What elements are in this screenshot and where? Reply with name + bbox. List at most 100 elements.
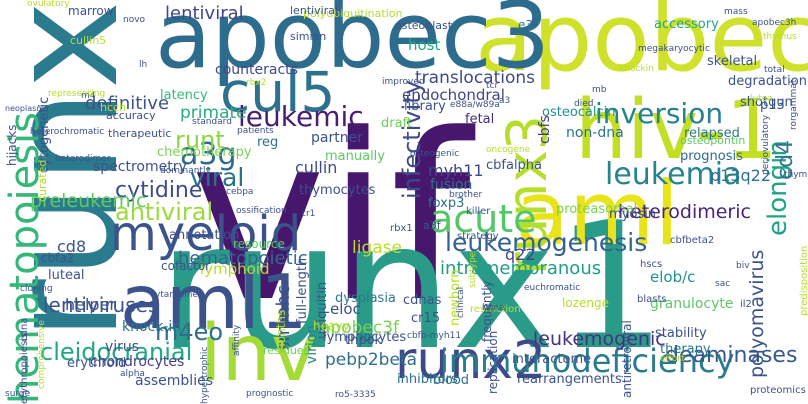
word-immunodeficiency: immunodeficiency bbox=[440, 342, 735, 380]
word-predisposition: predisposition bbox=[799, 245, 808, 316]
word-erythroid: erythroid bbox=[67, 356, 127, 371]
word-accessory: accessory bbox=[654, 17, 719, 32]
word-runx2: runx2 bbox=[395, 331, 547, 391]
word-leukemia: leukemia bbox=[605, 157, 742, 192]
word-cloning: cloning bbox=[20, 284, 53, 294]
word-ro5-3335: ro5-3335 bbox=[335, 390, 376, 400]
word-bone: bone bbox=[482, 303, 505, 313]
word-cdnas: cdnas bbox=[403, 293, 442, 308]
word-partner: partner bbox=[311, 130, 363, 146]
word-affinity: affinity bbox=[232, 324, 242, 356]
word-primate: primate bbox=[180, 103, 247, 123]
word-lh: lh bbox=[139, 60, 148, 70]
word-improved: improved bbox=[382, 77, 425, 87]
word-luteal: luteal bbox=[48, 268, 85, 283]
word-hscs: hscs bbox=[640, 259, 663, 270]
word-prognostic: prognostic bbox=[246, 389, 294, 399]
word-myeloid: myeloid bbox=[110, 206, 302, 262]
word-marrow: marrow bbox=[68, 4, 114, 18]
word-spectrometry: spectrometry bbox=[93, 159, 187, 175]
word-ligase: ligase bbox=[352, 238, 402, 258]
word-myosin: myosin bbox=[609, 207, 656, 222]
word-rbx1: rbx1 bbox=[390, 223, 413, 234]
word-chondrocytes: chondrocytes bbox=[90, 354, 185, 370]
word-surge: surge bbox=[5, 389, 31, 399]
word-blasts: blasts bbox=[637, 294, 667, 305]
word-resource: resource bbox=[233, 237, 285, 251]
word-heterodimeric: heterodimeric bbox=[618, 201, 751, 223]
word-lentiviruses: lentiviruses bbox=[43, 293, 159, 317]
word-runt: runt bbox=[175, 126, 225, 154]
word-representing: representing bbox=[48, 89, 106, 99]
word-non-dna: non-dna bbox=[566, 125, 624, 141]
word-cytarabine: cytarabine bbox=[150, 290, 198, 300]
word-osteogenic: osteogenic bbox=[410, 149, 460, 159]
word-degradation: degradation bbox=[728, 74, 807, 89]
word-hcch: hcch bbox=[100, 101, 127, 114]
word-prognosis: prognosis bbox=[680, 149, 743, 164]
word-runx1: runx1 bbox=[158, 186, 667, 389]
word-strategy: strategy bbox=[457, 231, 499, 242]
word-m4: m4 bbox=[81, 91, 96, 101]
word-definitive: definitive bbox=[85, 93, 170, 114]
word-oncogene: oncogene bbox=[486, 145, 531, 155]
word-latency: latency bbox=[160, 88, 208, 103]
word-cbfa2: cbfa2 bbox=[41, 251, 75, 265]
word-therapeutic: therapeutic bbox=[108, 127, 172, 140]
word-brother: brother bbox=[449, 190, 483, 200]
word-draft: draft bbox=[381, 116, 413, 131]
word-comprehensive: comprehensive bbox=[37, 320, 47, 389]
word-heterochromatic: heterochromatic bbox=[30, 127, 105, 137]
word-helper: helper bbox=[65, 295, 117, 314]
word-cbfbeta2: cbfbeta2 bbox=[670, 235, 715, 246]
word-translocations: translocations bbox=[415, 68, 536, 88]
word-annotation: annotation bbox=[169, 228, 240, 243]
word-granulocyte: granulocyte bbox=[650, 296, 734, 312]
word-megakaryocytic: megakaryocytic bbox=[638, 44, 710, 54]
word-chemotherapy: chemotherapy bbox=[157, 145, 252, 160]
word-lymphocytes: lymphocytes bbox=[323, 330, 407, 345]
word-preleukemic: preleukemic bbox=[30, 190, 147, 212]
word-effort: effort bbox=[660, 354, 685, 364]
word-cofactor: cofactor bbox=[161, 259, 211, 273]
word-fusion: fusion bbox=[430, 177, 473, 193]
word-dominantly: dominantly bbox=[160, 166, 211, 176]
word-apobec3g: apobec3g bbox=[475, 0, 808, 93]
word-deaminases: deaminases bbox=[665, 343, 798, 368]
word-cullin: cullin bbox=[295, 158, 338, 177]
word-thpok: thpok bbox=[345, 333, 383, 348]
word-curated: curated bbox=[36, 159, 49, 202]
word-full-length: full-length bbox=[295, 257, 310, 324]
word-lentiviral: lentiviral bbox=[290, 4, 339, 17]
word-p13: p13 bbox=[760, 98, 785, 113]
word-assemblies: assemblies bbox=[135, 373, 213, 389]
word-ossification: ossification bbox=[236, 206, 287, 216]
word-novo: novo bbox=[123, 15, 146, 25]
word-lymphoid: lymphoid bbox=[200, 260, 270, 278]
word-library: library bbox=[404, 99, 446, 114]
word-osteoblast: osteoblast bbox=[395, 19, 453, 32]
word-proteomics: proteomics bbox=[750, 385, 806, 396]
word-aml1: aml1 bbox=[120, 258, 308, 346]
word-osteocalcin: osteocalcin bbox=[542, 105, 616, 120]
word-cr15: cr15 bbox=[411, 311, 441, 326]
word-ovulatory: ovulatory bbox=[27, 0, 70, 9]
word-antiretroviral: antiretroviral bbox=[620, 320, 634, 398]
word-antiviral: antiviral bbox=[115, 198, 214, 226]
word-cytidine: cytidine bbox=[115, 178, 203, 203]
word-thymocytes: thymocytes bbox=[299, 183, 376, 198]
word-e88a-w89a: e88a/w89a bbox=[450, 100, 500, 110]
word-acute: acute bbox=[430, 197, 537, 241]
word-manually: manually bbox=[325, 149, 385, 164]
word-leukemogenic: leukemogenic bbox=[533, 328, 666, 350]
word-leukemogenesis: leukemogenesis bbox=[445, 228, 648, 257]
word-hematopoietic: hematopoietic bbox=[178, 248, 308, 269]
word-killer: killer bbox=[466, 206, 491, 217]
word-polyomavirus: polyomavirus bbox=[746, 249, 768, 378]
word-months: months bbox=[274, 309, 288, 355]
word-patients: patients bbox=[237, 126, 274, 136]
word-knock-in: knock-in bbox=[122, 319, 182, 335]
word-counteracts: counteracts bbox=[215, 62, 298, 78]
word-mb: mb bbox=[592, 85, 607, 95]
